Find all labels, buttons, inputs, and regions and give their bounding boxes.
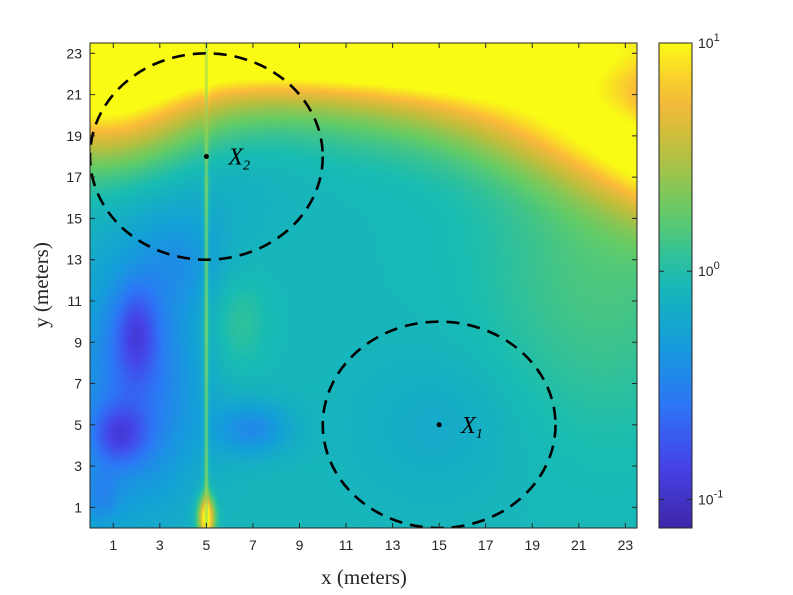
y-tick-label: 7 (74, 376, 82, 392)
y-tick-label: 19 (66, 128, 82, 144)
point-label-1: X1 (460, 413, 483, 442)
colorbar-ticks: 101 100 10-1 (659, 32, 723, 507)
plot-frame (89, 42, 638, 529)
x-tick-label: 3 (156, 537, 164, 553)
y-tick-label: 23 (66, 45, 82, 61)
x-tick-label: 9 (296, 537, 304, 553)
y-tick-label: 3 (74, 458, 82, 474)
y-tick-label: 15 (66, 210, 82, 226)
point-marker-1 (436, 422, 442, 428)
y-tick-label: 21 (66, 87, 82, 103)
y-tick-label: 9 (74, 334, 82, 350)
x-tick-label: 19 (524, 537, 540, 553)
x-axis-label: x (meters) (321, 565, 407, 589)
colorbar: 101 100 10-1 (658, 32, 723, 529)
region-circle-2 (90, 52, 325, 261)
y-tick-label: 13 (66, 252, 82, 268)
x-axis-ticks: 1 3 5 7 9 11 13 15 17 19 21 23 (109, 43, 633, 553)
x-tick-label: 21 (571, 537, 587, 553)
x-tick-label: 1 (109, 537, 117, 553)
x-tick-label: 17 (478, 537, 494, 553)
x-tick-label: 15 (431, 537, 447, 553)
x-tick-label: 13 (385, 537, 401, 553)
x-tick-label: 11 (339, 537, 354, 553)
y-tick-label: 1 (74, 499, 82, 515)
y-axis-label: y (meters) (29, 242, 53, 328)
point-marker-2 (203, 154, 209, 160)
colorbar-tick-label: 101 (698, 32, 720, 51)
annotations: X1 X2 (203, 145, 483, 442)
y-tick-label: 11 (67, 293, 82, 309)
x-tick-label: 5 (202, 537, 210, 553)
colorbar-tick-label: 100 (698, 260, 720, 279)
colorbar-gradient (659, 43, 692, 528)
x-tick-label: 7 (249, 537, 257, 553)
heatmap-image (90, 43, 637, 528)
colorbar-frame (658, 42, 693, 529)
x-tick-label: 23 (618, 537, 634, 553)
heatmap-plot-area (90, 43, 637, 528)
colorbar-tick-label: 10-1 (698, 488, 723, 507)
point-label-2: X2 (227, 145, 250, 174)
y-tick-label: 17 (66, 169, 82, 185)
y-tick-label: 5 (74, 417, 82, 433)
